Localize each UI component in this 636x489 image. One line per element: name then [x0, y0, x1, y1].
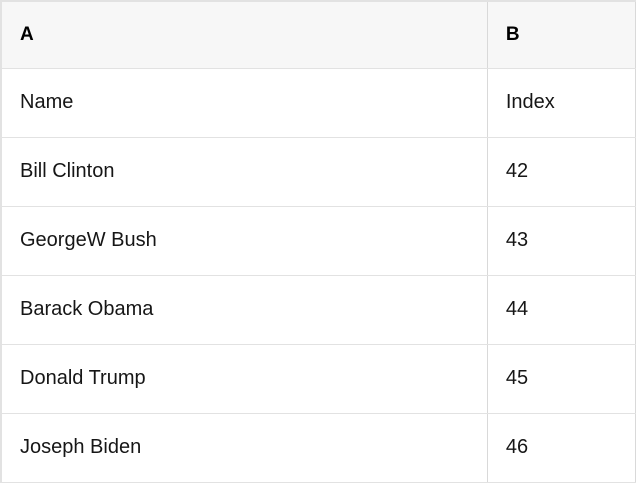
table-row: Barack Obama 44	[1, 275, 636, 345]
table-cell-index[interactable]: 44	[487, 275, 636, 345]
table-cell-name[interactable]: Barack Obama	[1, 275, 488, 345]
column-header-a[interactable]: A	[1, 1, 488, 69]
table-row: Name Index	[1, 68, 636, 138]
table-cell-name[interactable]: Donald Trump	[1, 344, 488, 414]
table-cell-index[interactable]: 45	[487, 344, 636, 414]
table-row: Bill Clinton 42	[1, 137, 636, 207]
column-header-b[interactable]: B	[487, 1, 636, 69]
table-cell-name[interactable]: GeorgeW Bush	[1, 206, 488, 276]
table-cell-name-label[interactable]: Name	[1, 68, 488, 138]
table-row: GeorgeW Bush 43	[1, 206, 636, 276]
table-cell-index[interactable]: 46	[487, 413, 636, 483]
table-row: Donald Trump 45	[1, 344, 636, 414]
table-cell-index-label[interactable]: Index	[487, 68, 636, 138]
table-cell-index[interactable]: 42	[487, 137, 636, 207]
table-cell-index[interactable]: 43	[487, 206, 636, 276]
table-row: Joseph Biden 46	[1, 413, 636, 483]
table-cell-name[interactable]: Bill Clinton	[1, 137, 488, 207]
table-cell-name[interactable]: Joseph Biden	[1, 413, 488, 483]
column-header-row: A B	[1, 1, 636, 69]
